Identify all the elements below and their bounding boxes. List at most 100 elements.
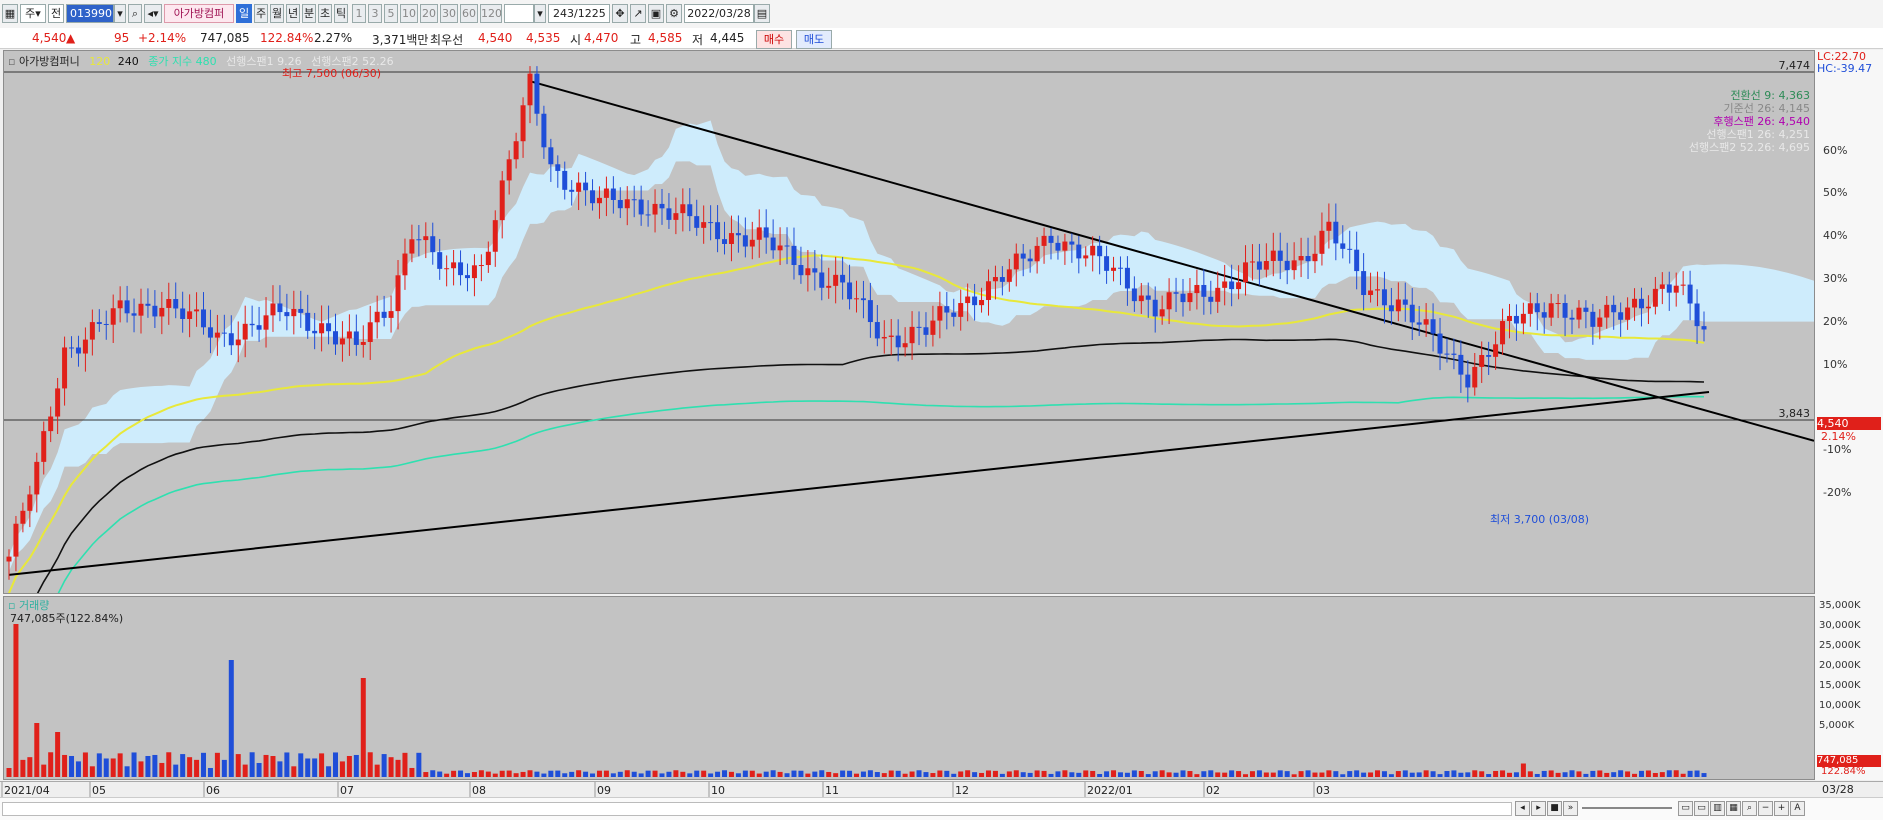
candle: [124, 300, 130, 314]
interval-60[interactable]: 60: [460, 4, 478, 23]
plus-icon[interactable]: +: [1774, 801, 1789, 816]
calendar-icon[interactable]: ▤: [754, 4, 770, 23]
minus-icon[interactable]: −: [1758, 801, 1773, 816]
volume-bar: [339, 761, 345, 777]
volume-bar: [27, 757, 33, 777]
mode-select[interactable]: 전: [48, 4, 64, 23]
layout-icon-2[interactable]: ▭: [1694, 801, 1709, 816]
tab-second[interactable]: 초: [318, 4, 332, 23]
candle: [103, 323, 109, 325]
volume-bar: [1069, 772, 1075, 777]
interval-5[interactable]: 5: [384, 4, 398, 23]
volume-bar: [1173, 772, 1179, 777]
volume-bar: [1277, 770, 1283, 777]
tab-month[interactable]: 월: [270, 4, 284, 23]
volume-bar: [1375, 770, 1381, 777]
date-input[interactable]: 2022/03/28: [684, 4, 754, 23]
candle: [1124, 267, 1130, 289]
candle: [1048, 235, 1054, 243]
code-dropdown-icon[interactable]: ▾: [114, 4, 126, 23]
interval-3[interactable]: 3: [368, 4, 382, 23]
buy-button[interactable]: 매수: [756, 30, 792, 49]
candle: [1013, 253, 1019, 270]
sell-button[interactable]: 매도: [796, 30, 832, 49]
volume-bar: [1548, 770, 1554, 777]
volume-bar: [1006, 771, 1012, 777]
tab-week[interactable]: 주: [254, 4, 268, 23]
volume-chart-svg: [6, 624, 1707, 777]
volume-bar: [312, 758, 318, 777]
candle: [298, 308, 304, 313]
candle: [1222, 281, 1228, 288]
volume-bar: [1083, 770, 1089, 777]
candle: [895, 335, 901, 348]
stop-icon[interactable]: ■: [1547, 801, 1562, 816]
interval-1[interactable]: 1: [352, 4, 366, 23]
volume-bar: [367, 752, 373, 777]
save-icon[interactable]: ▣: [648, 4, 664, 23]
tab-year[interactable]: 년: [286, 4, 300, 23]
candle: [1319, 230, 1325, 254]
play-icon[interactable]: ▸: [1531, 801, 1546, 816]
volume-bar: [1236, 771, 1242, 777]
volume-bar: [1180, 770, 1186, 777]
volume-bar: [13, 624, 19, 777]
candle: [1569, 317, 1575, 320]
volume-bar: [1222, 772, 1228, 777]
candle: [701, 222, 707, 228]
zoom-slider[interactable]: [1582, 807, 1672, 809]
layout-icon-1[interactable]: ▭: [1678, 801, 1693, 816]
candle: [221, 332, 227, 334]
tab-minute[interactable]: 분: [302, 4, 316, 23]
interval-120[interactable]: 120: [480, 4, 502, 23]
tab-day[interactable]: 일: [236, 4, 252, 23]
stock-name-label[interactable]: 아가방컴퍼: [164, 4, 234, 23]
volume-bar: [1104, 771, 1110, 777]
volume-panel[interactable]: ▫ 거래량 747,085주(122.84%): [3, 596, 1815, 780]
fast-forward-icon[interactable]: »: [1563, 801, 1578, 816]
gear-icon[interactable]: ⚙: [666, 4, 682, 23]
price-chart-panel[interactable]: ▫ 아가방컴퍼니 120 240 종가 지수 480 선행스팬1 9.26 선행…: [3, 50, 1815, 594]
period-select[interactable]: 주▾: [20, 4, 46, 23]
font-icon[interactable]: A: [1790, 801, 1805, 816]
volume-bar: [527, 770, 533, 777]
volume-bar: [576, 770, 582, 777]
volume-bar: [1604, 772, 1610, 777]
candle: [1347, 248, 1353, 250]
horizontal-scrollbar[interactable]: [2, 802, 1512, 816]
candle: [1416, 322, 1422, 325]
stock-code-input[interactable]: 013990: [66, 4, 114, 23]
volume-bar: [1215, 772, 1221, 777]
draw-icon[interactable]: ↗: [630, 4, 646, 23]
candle: [1548, 303, 1554, 318]
axis-svg: 60% 50% 40% 30% 20% 10% -10% -20% 35,000K 30,000K…: [1819, 144, 1861, 731]
tab-tick[interactable]: 틱: [334, 4, 348, 23]
volume-tick-label: 25,000K: [1819, 640, 1861, 651]
window-menu-icon[interactable]: ▦: [2, 4, 18, 23]
volume-bar: [1416, 772, 1422, 777]
layout-icon-3[interactable]: ▥: [1710, 801, 1725, 816]
bar-count-input[interactable]: 243: [548, 4, 574, 23]
sound-icon[interactable]: ◂▾: [144, 4, 162, 23]
interval-30[interactable]: 30: [440, 4, 458, 23]
candle: [874, 322, 880, 339]
candle: [27, 494, 33, 511]
interval-10[interactable]: 10: [400, 4, 418, 23]
custom-interval-input[interactable]: [504, 4, 534, 23]
candle: [888, 335, 894, 337]
interval-dropdown-icon[interactable]: ▾: [534, 4, 546, 23]
toolbar: ▦ 주▾ 전 013990 ▾ ⌕ ◂▾ 아가방컴퍼 일 주 월 년 분 초 틱…: [0, 0, 1883, 29]
search-icon[interactable]: ⌕: [128, 4, 142, 23]
scroll-left-icon[interactable]: ◂: [1515, 801, 1530, 816]
interval-20[interactable]: 20: [420, 4, 438, 23]
hc-label: HC:-39.47: [1817, 62, 1873, 75]
magnify-icon[interactable]: ⌕: [1742, 801, 1757, 816]
volume-bar: [1694, 770, 1700, 777]
candle: [673, 213, 679, 220]
layout-icon-4[interactable]: ▦: [1726, 801, 1741, 816]
cursor-icon[interactable]: ✥: [612, 4, 628, 23]
candle: [1402, 299, 1408, 305]
volume-bar: [1569, 770, 1575, 777]
date-tick-label: 05: [92, 784, 106, 797]
volume-bar: [708, 773, 714, 777]
